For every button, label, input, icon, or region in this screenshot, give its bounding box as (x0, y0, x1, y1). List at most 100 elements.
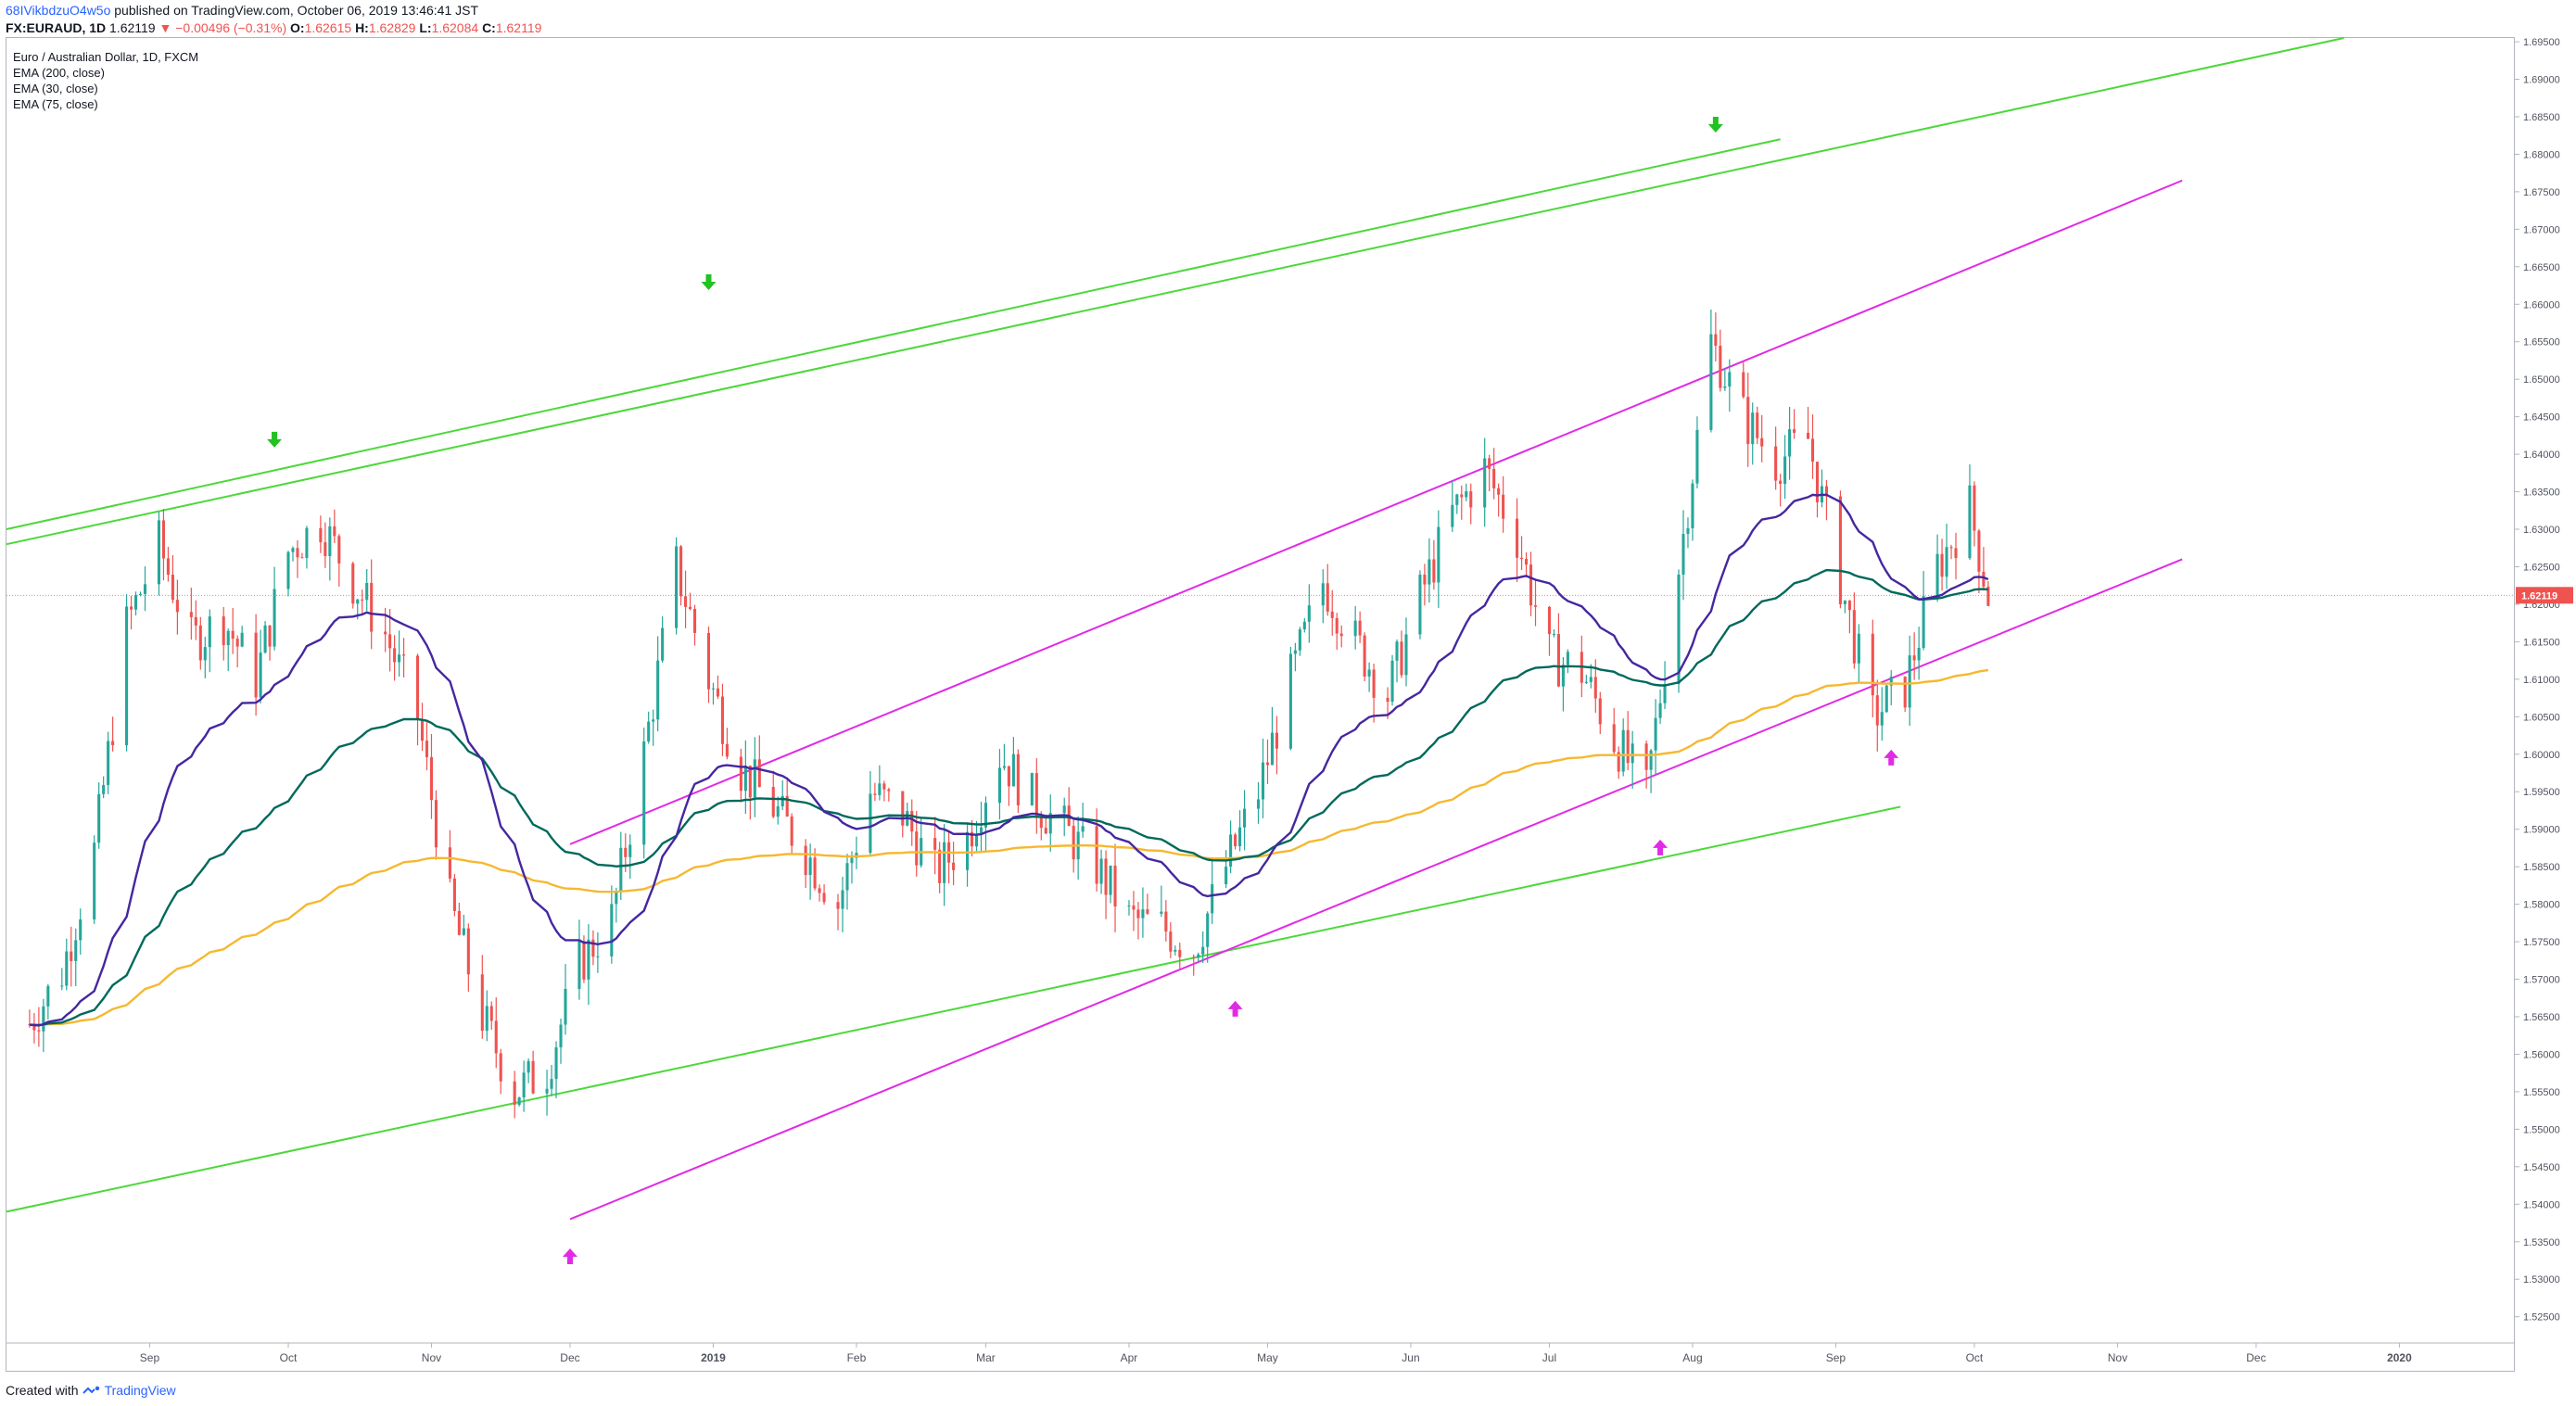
candle-body (102, 784, 106, 794)
candle-body (780, 795, 784, 806)
candle-body (753, 759, 756, 798)
candle-body (1783, 456, 1787, 485)
y-tick-label: 1.53000 (2523, 1274, 2560, 1286)
legend-ema75[interactable]: EMA (75, close) (13, 97, 98, 111)
symbol-label[interactable]: FX:EURAUD, 1D (6, 20, 107, 35)
candle-body (1857, 633, 1860, 664)
author-link[interactable]: 68IVikbdzuO4w5o (6, 3, 111, 18)
legend-ema200[interactable]: EMA (200, close) (13, 66, 105, 80)
candle-body (517, 1097, 521, 1106)
x-tick-label: Feb (847, 1351, 867, 1364)
candles (28, 310, 1990, 1119)
candle-body (393, 648, 397, 663)
upper-green-channel-2 (6, 138, 1781, 530)
legend-symbol[interactable]: Euro / Australian Dollar, 1D, FXCM (13, 50, 199, 64)
candle-body (901, 791, 905, 826)
y-tick-label: 1.68500 (2523, 112, 2560, 123)
y-tick-label: 1.66500 (2523, 262, 2560, 273)
chart-legend: Euro / Australian Dollar, 1D, FXCM EMA (… (13, 49, 198, 112)
y-tick-label: 1.58000 (2523, 900, 2560, 911)
candle-body (1612, 724, 1616, 753)
candle-body (1465, 491, 1468, 498)
y-tick-label: 1.65500 (2523, 337, 2560, 348)
chart-frame[interactable] (6, 37, 2515, 1372)
candle-body (1095, 826, 1098, 884)
candle-body (133, 595, 138, 610)
candle-body (822, 893, 826, 903)
close-label: C: (482, 20, 496, 35)
candle-body (111, 741, 115, 746)
y-tick-label: 1.60500 (2523, 712, 2560, 723)
low-value: 1.62084 (431, 20, 479, 35)
x-tick-label: Mar (976, 1351, 996, 1364)
candle-body (1492, 468, 1496, 488)
y-tick-label: 1.64500 (2523, 412, 2560, 424)
candle-body (1256, 799, 1261, 809)
candle-body (836, 902, 840, 909)
candle-body (692, 609, 697, 633)
x-tick-label: Dec (560, 1351, 579, 1364)
candle-body (869, 793, 872, 854)
candle-body (1880, 712, 1884, 726)
candle-body (194, 616, 197, 626)
candle-body (771, 787, 775, 817)
y-tick-label: 1.55000 (2523, 1124, 2560, 1135)
y-tick-label: 1.58500 (2523, 862, 2560, 873)
candle-body (873, 793, 877, 795)
candle-body (1824, 486, 1829, 497)
candle-body (943, 842, 946, 883)
candle-body (720, 696, 724, 744)
tradingview-brand[interactable]: TradingView (104, 1383, 176, 1398)
candle-body (1751, 412, 1755, 445)
candle-body (1132, 906, 1136, 910)
candle-body (415, 655, 420, 720)
open-value: 1.62615 (304, 20, 352, 35)
candle-body (1136, 909, 1140, 918)
candle-body (1298, 629, 1301, 651)
candle-body (1617, 752, 1620, 772)
candle-body (305, 527, 309, 559)
upper-magenta-channel (569, 179, 2183, 845)
candle-body (679, 546, 683, 597)
candle-body (1917, 648, 1921, 661)
candle-body (1372, 669, 1376, 698)
candle-body (1016, 754, 1020, 805)
candle-body (804, 845, 807, 876)
candle-body (952, 862, 956, 870)
candle-body (550, 1079, 553, 1089)
candle-body (610, 904, 614, 956)
candle-body (527, 1060, 530, 1073)
candle-body (1432, 559, 1436, 583)
candle-body (1275, 732, 1278, 749)
candle-body (1502, 494, 1505, 519)
down-arrow-icon (1707, 117, 1723, 133)
candle-body (231, 630, 235, 640)
footer: Created with TradingView (6, 1381, 176, 1400)
candle-body (619, 847, 623, 892)
candle-body (628, 844, 632, 857)
candle-body (1201, 946, 1205, 955)
change-arrow-icon: ▼ (159, 20, 172, 35)
candle-body (1547, 606, 1552, 635)
last-price-tag (2516, 587, 2573, 604)
candle-body (615, 891, 618, 905)
candle-body (60, 985, 64, 987)
change-value: −0.00496 (−0.31%) (175, 20, 287, 35)
candle-body (596, 956, 600, 957)
candle-body (1197, 954, 1200, 958)
candle-body (1756, 412, 1759, 438)
candle-body (974, 834, 979, 847)
candle-body (1552, 634, 1555, 636)
candle-body (970, 831, 974, 847)
candle-body (1889, 677, 1893, 686)
time-axis: Sep Oct Nov Dec 2019 Feb Mar Apr May Jun Jul Aug Sep… (6, 1342, 2515, 1364)
candle-body (319, 527, 323, 543)
candle-body (1234, 834, 1237, 847)
candle-body (785, 795, 789, 817)
candle-body (1072, 826, 1075, 860)
legend-ema30[interactable]: EMA (30, close) (13, 82, 98, 95)
up-arrow-icon (562, 1248, 577, 1264)
candle-body (739, 756, 742, 792)
candle-body (882, 783, 886, 790)
